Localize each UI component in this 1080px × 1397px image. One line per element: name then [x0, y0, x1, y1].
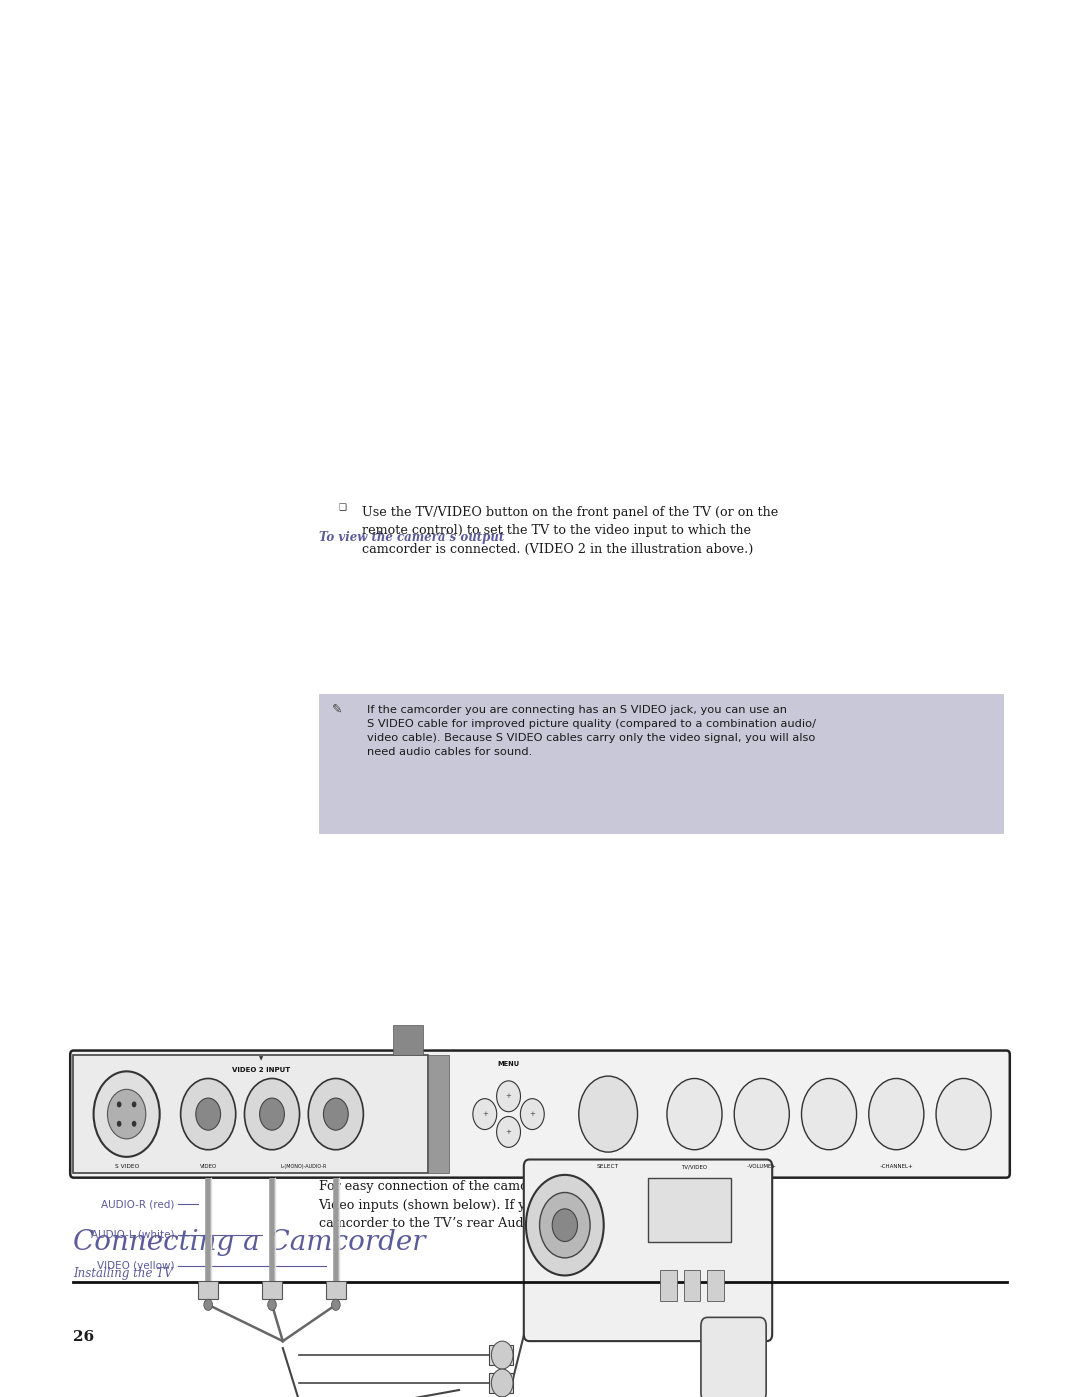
Text: +: +	[482, 1111, 488, 1118]
Circle shape	[117, 1120, 121, 1127]
Circle shape	[734, 1078, 789, 1150]
Circle shape	[491, 1369, 513, 1397]
Text: –CHANNEL+: –CHANNEL+	[879, 1164, 914, 1169]
Text: To view the camera’s output: To view the camera’s output	[319, 531, 504, 543]
Text: VIDEO: VIDEO	[200, 1164, 217, 1169]
Circle shape	[204, 1299, 213, 1310]
Circle shape	[332, 1299, 340, 1310]
Text: VIDEO (yellow): VIDEO (yellow)	[97, 1260, 174, 1271]
Text: S VIDEO: S VIDEO	[114, 1164, 138, 1169]
Circle shape	[526, 1175, 604, 1275]
Text: For easy connection of the camcorder, the TV has front Audio and
Video inputs (s: For easy connection of the camcorder, th…	[319, 1180, 743, 1231]
Bar	[392, 1025, 423, 1055]
Circle shape	[521, 1098, 544, 1130]
Bar	[199, 1281, 218, 1299]
Circle shape	[497, 1116, 521, 1147]
Text: 1: 1	[235, 1118, 245, 1130]
Circle shape	[868, 1078, 923, 1150]
Circle shape	[132, 1120, 136, 1127]
Bar	[489, 1345, 513, 1365]
Text: Using A/V cables, connect the camcorder’s Audio and Video
OUT jacks to the TV’s : Using A/V cables, connect the camcorder’…	[270, 1118, 657, 1150]
Text: +: +	[529, 1111, 536, 1118]
Text: +: +	[505, 1094, 512, 1099]
Circle shape	[94, 1071, 160, 1157]
Text: +: +	[505, 1129, 512, 1134]
Text: L-(MONO)-AUDIO-R: L-(MONO)-AUDIO-R	[281, 1164, 327, 1169]
Text: 26: 26	[73, 1330, 95, 1344]
Circle shape	[323, 1098, 348, 1130]
Text: If the camcorder you are connecting has an S VIDEO jack, you can use an
S VIDEO : If the camcorder you are connecting has …	[367, 705, 816, 757]
Circle shape	[579, 1076, 637, 1153]
Circle shape	[936, 1078, 991, 1150]
Text: MENU: MENU	[498, 1060, 519, 1067]
Circle shape	[540, 1193, 590, 1257]
FancyBboxPatch shape	[70, 1051, 1010, 1178]
Text: Installing the TV: Installing the TV	[73, 1267, 173, 1280]
Text: ✎: ✎	[332, 703, 342, 715]
Circle shape	[117, 1101, 121, 1108]
Circle shape	[259, 1098, 284, 1130]
Circle shape	[268, 1299, 276, 1310]
Text: AUDIO-L (white): AUDIO-L (white)	[91, 1229, 174, 1241]
Text: –VOLUME+: –VOLUME+	[746, 1164, 777, 1169]
Bar	[707, 1270, 724, 1301]
Text: SELECT: SELECT	[597, 1164, 619, 1169]
Bar	[73, 1055, 428, 1173]
Text: VIDEO 2 INPUT: VIDEO 2 INPUT	[232, 1067, 291, 1073]
Bar	[428, 1055, 448, 1173]
Text: Use the TV/VIDEO button on the front panel of the TV (or on the
remote control) : Use the TV/VIDEO button on the front pan…	[362, 506, 778, 556]
Circle shape	[308, 1078, 363, 1150]
Bar	[326, 1281, 346, 1299]
Bar	[648, 1178, 731, 1242]
FancyBboxPatch shape	[524, 1160, 772, 1341]
Circle shape	[244, 1078, 299, 1150]
Text: ❑: ❑	[338, 503, 347, 511]
FancyBboxPatch shape	[701, 1317, 766, 1397]
Circle shape	[132, 1101, 136, 1108]
Text: Connecting a Camcorder: Connecting a Camcorder	[73, 1229, 426, 1256]
Circle shape	[491, 1341, 513, 1369]
Bar	[684, 1270, 700, 1301]
Circle shape	[108, 1090, 146, 1139]
Circle shape	[801, 1078, 856, 1150]
Text: TV/VIDEO: TV/VIDEO	[681, 1164, 707, 1169]
Text: If you have a mono camcorder, connect its audio output to the TV’s
AUDIO L jack.: If you have a mono camcorder, connect it…	[319, 740, 752, 773]
Text: AUDIO-R (red): AUDIO-R (red)	[102, 1199, 174, 1210]
Circle shape	[473, 1098, 497, 1130]
Circle shape	[552, 1208, 578, 1242]
Circle shape	[667, 1078, 723, 1150]
Text: ▼: ▼	[259, 1056, 264, 1060]
Bar	[489, 1373, 513, 1393]
Circle shape	[180, 1078, 235, 1150]
FancyBboxPatch shape	[319, 694, 1004, 834]
Bar	[262, 1281, 282, 1299]
Circle shape	[497, 1081, 521, 1112]
Circle shape	[195, 1098, 220, 1130]
Bar	[660, 1270, 676, 1301]
